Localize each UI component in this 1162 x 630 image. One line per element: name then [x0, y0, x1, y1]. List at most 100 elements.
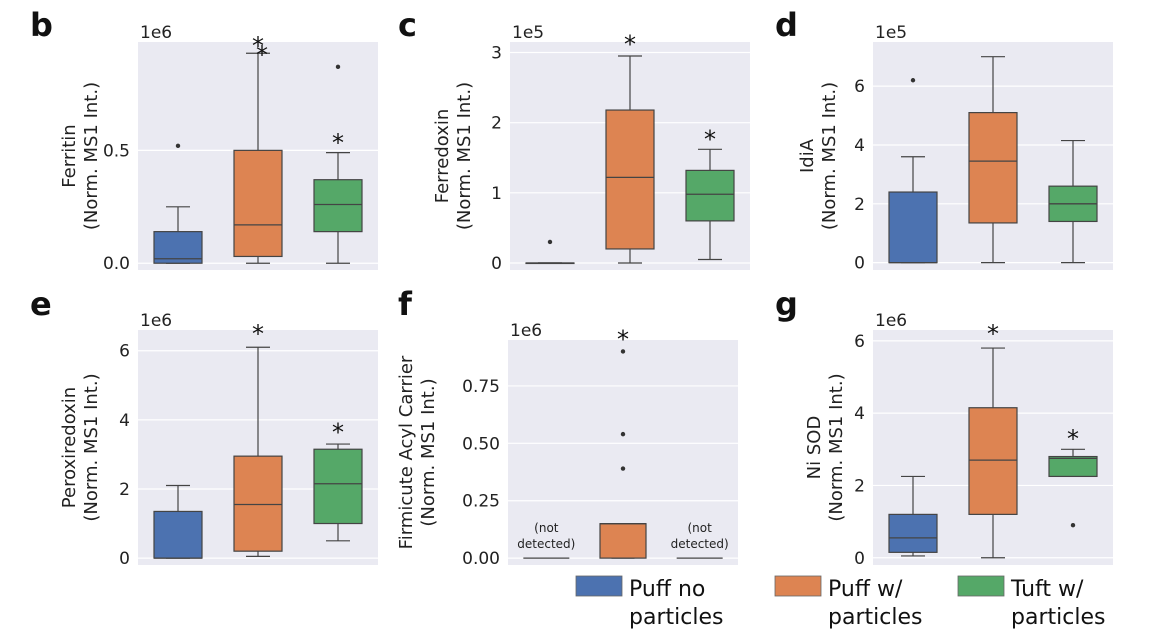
- y-tick-label: 4: [854, 136, 865, 156]
- y-tick-label: 3: [491, 44, 502, 64]
- box-iqr: [968, 407, 1018, 515]
- y-axis-label: (Norm. MS1 Int.): [418, 378, 439, 526]
- box-1: *: [233, 32, 283, 264]
- panel-letter: d: [775, 6, 798, 44]
- box-0: [888, 78, 938, 264]
- box-2: *: [313, 418, 363, 542]
- box-iqr: [153, 231, 203, 264]
- panel-letter: g: [775, 285, 798, 323]
- not-detected-label: detected): [671, 537, 729, 551]
- y-tick-label: 0.50: [462, 434, 500, 454]
- significance-star: *: [624, 31, 636, 59]
- outlier-point: [175, 143, 181, 149]
- y-tick-label: 1: [491, 184, 502, 204]
- y-tick-label: 0: [854, 254, 865, 274]
- axis-exponent: 1e5: [875, 23, 907, 43]
- not-detected-label: (not: [687, 521, 712, 535]
- outlier-point: [910, 78, 916, 83]
- box-iqr: [599, 523, 647, 559]
- box-iqr: [888, 191, 938, 264]
- y-tick-label: 0: [491, 254, 502, 274]
- axis-exponent: 1e6: [140, 311, 172, 331]
- y-tick-label: 0: [119, 549, 130, 569]
- y-axis-label: Ni SOD: [804, 416, 825, 480]
- y-tick-label: 6: [854, 332, 865, 352]
- box-iqr: [233, 149, 283, 258]
- box-0: [153, 484, 203, 559]
- panel-letter: c: [398, 6, 417, 44]
- box-iqr: [1048, 455, 1098, 478]
- y-axis-label: IdiA: [797, 138, 818, 173]
- y-tick-label: 0.5: [103, 141, 130, 161]
- box-1: [968, 56, 1018, 264]
- y-axis-label: (Norm. MS1 Int.): [454, 82, 475, 230]
- outlier-point: [335, 64, 341, 70]
- panel-letter: f: [398, 285, 413, 323]
- legend-label: Tuft w/: [1010, 577, 1084, 602]
- box-0: [888, 475, 938, 557]
- outlier-point: [620, 466, 626, 471]
- y-tick-label: 0.0: [103, 254, 130, 274]
- box-1: *: [599, 325, 647, 559]
- significance-star: *: [252, 320, 264, 348]
- box-1: *: [605, 31, 655, 264]
- legend-item: Puff w/particles: [774, 575, 922, 630]
- box-iqr: [968, 112, 1018, 224]
- y-tick-label: 0: [854, 549, 865, 569]
- box-0: [525, 239, 575, 265]
- panel-f: 0.00 0.25 0.50 0.75 f 1e6 Firmicute Acyl Carri…: [396, 285, 738, 569]
- y-tick-label: 4: [119, 411, 130, 431]
- panel-e: 0 2 4 6 e 1e6 Peroxiredoxin (Norm. MS1 Int.) * *: [30, 285, 378, 569]
- legend-swatch: [957, 575, 1005, 597]
- box-iqr: [888, 513, 938, 553]
- box-2: *: [1048, 425, 1098, 528]
- legend-label: particles: [828, 605, 922, 630]
- outlier-point: [547, 239, 553, 245]
- y-axis-label: (Norm. MS1 Int.): [81, 82, 102, 230]
- not-detected-label: detected): [517, 537, 575, 551]
- legend-swatch: [774, 575, 822, 597]
- y-axis-label: (Norm. MS1 Int.): [819, 82, 840, 230]
- outlier-point: [1070, 523, 1076, 528]
- y-tick-label: 0.75: [462, 377, 500, 397]
- not-detected-label: (not: [534, 521, 559, 535]
- significance-star: *: [252, 32, 264, 60]
- axis-exponent: 1e5: [512, 23, 544, 43]
- box-2: [1048, 139, 1098, 264]
- legend-label: Puff no: [629, 577, 705, 602]
- y-tick-label: 2: [491, 114, 502, 134]
- box-2: *: [313, 64, 363, 264]
- significance-star: *: [256, 41, 268, 69]
- axis-exponent: 1e6: [875, 311, 907, 331]
- y-tick-label: 2: [854, 195, 865, 215]
- box-1: *: [968, 320, 1018, 559]
- significance-star: *: [617, 325, 629, 353]
- significance-star: *: [704, 125, 716, 153]
- y-axis-label: Firmicute Acyl Carrier: [396, 355, 417, 549]
- y-tick-label: 6: [119, 342, 130, 362]
- y-axis-label: Ferritin: [59, 124, 80, 187]
- box-1: *: [233, 320, 283, 557]
- box-iqr: [153, 510, 203, 559]
- y-tick-label: 2: [119, 480, 130, 500]
- box-iqr: [313, 179, 363, 233]
- legend-swatch: [575, 575, 623, 597]
- y-axis-label: Peroxiredoxin: [59, 387, 80, 508]
- panel-g: 0 2 4 6 g 1e6 Ni SOD (Norm. MS1 Int.) * *: [775, 285, 1113, 569]
- box-iqr: [605, 109, 655, 250]
- box-iqr: [233, 455, 283, 552]
- outlier-point: [620, 349, 626, 354]
- significance-star: *: [1067, 425, 1079, 453]
- significance-star: *: [332, 129, 344, 157]
- y-tick-label: 0.00: [462, 549, 500, 569]
- outlier-point: [620, 431, 626, 437]
- significance-star: *: [987, 320, 999, 348]
- y-tick-label: 4: [854, 404, 865, 424]
- legend-label: particles: [629, 605, 723, 630]
- box-0: [153, 143, 203, 264]
- y-tick-label: 6: [854, 77, 865, 97]
- y-axis-label: (Norm. MS1 Int.): [81, 373, 102, 521]
- legend-label: Puff w/: [828, 577, 903, 602]
